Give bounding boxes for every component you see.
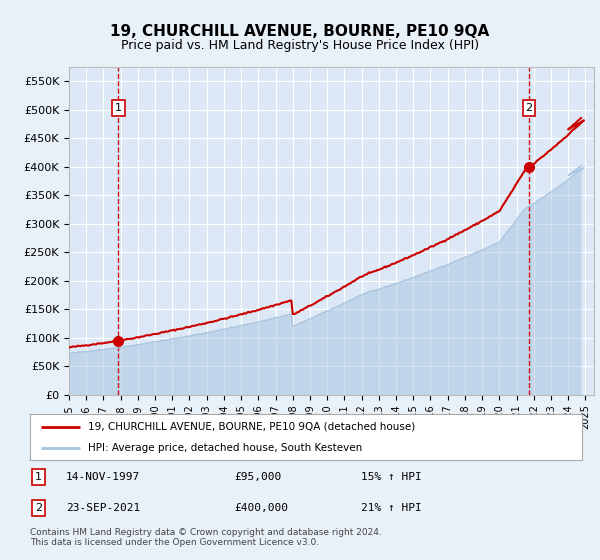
Text: Contains HM Land Registry data © Crown copyright and database right 2024.
This d: Contains HM Land Registry data © Crown c… (30, 528, 382, 548)
Text: 23-SEP-2021: 23-SEP-2021 (66, 503, 140, 514)
Text: £95,000: £95,000 (234, 472, 281, 482)
Text: 19, CHURCHILL AVENUE, BOURNE, PE10 9QA (detached house): 19, CHURCHILL AVENUE, BOURNE, PE10 9QA (… (88, 422, 415, 432)
Text: Price paid vs. HM Land Registry's House Price Index (HPI): Price paid vs. HM Land Registry's House … (121, 39, 479, 52)
Text: 2: 2 (35, 503, 42, 514)
Text: £400,000: £400,000 (234, 503, 288, 514)
Text: 14-NOV-1997: 14-NOV-1997 (66, 472, 140, 482)
Text: 19, CHURCHILL AVENUE, BOURNE, PE10 9QA: 19, CHURCHILL AVENUE, BOURNE, PE10 9QA (110, 24, 490, 39)
Text: 2: 2 (526, 103, 532, 113)
Text: 1: 1 (35, 472, 42, 482)
Text: 1: 1 (115, 103, 122, 113)
Text: 21% ↑ HPI: 21% ↑ HPI (361, 503, 422, 514)
Text: HPI: Average price, detached house, South Kesteven: HPI: Average price, detached house, Sout… (88, 443, 362, 453)
Text: 15% ↑ HPI: 15% ↑ HPI (361, 472, 422, 482)
